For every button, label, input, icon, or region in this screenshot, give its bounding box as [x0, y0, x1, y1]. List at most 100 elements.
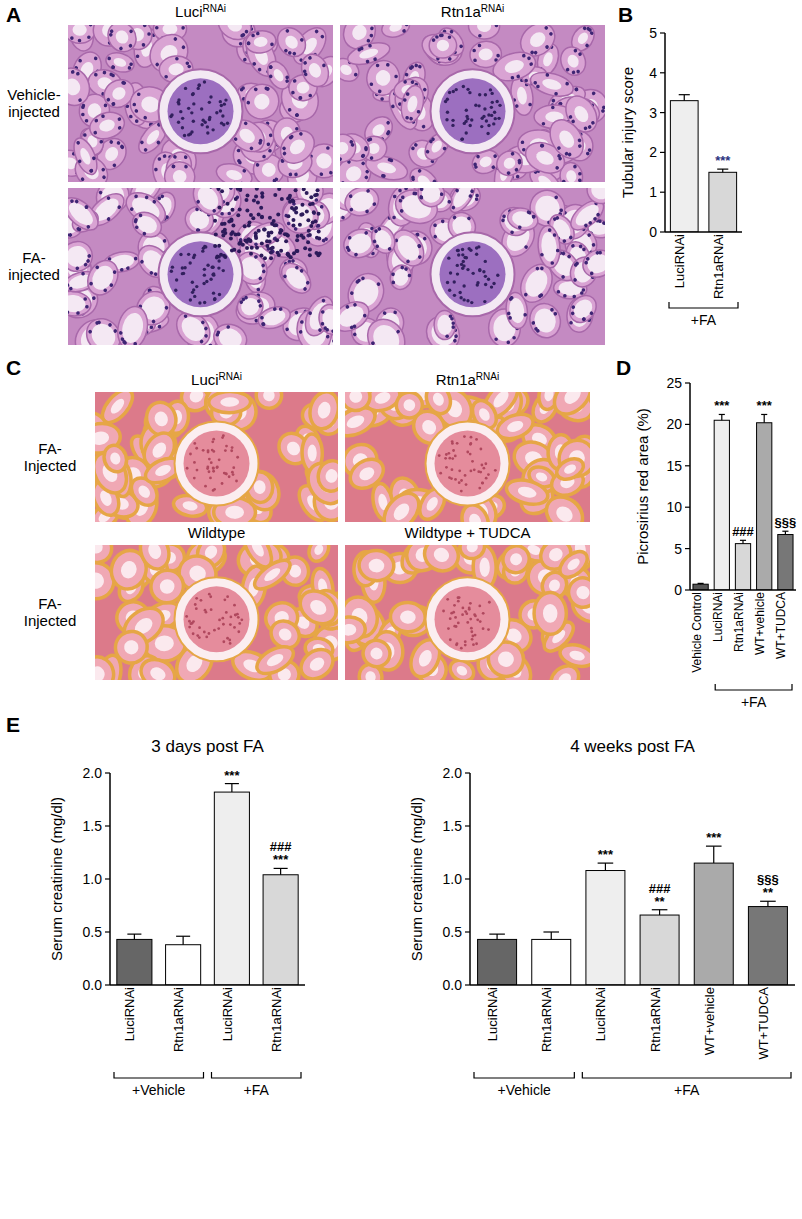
infiltrate-cell [259, 206, 263, 210]
nucleus [141, 43, 145, 47]
infiltrate-cell [288, 194, 292, 198]
nucleus [227, 212, 231, 216]
nucleus [308, 311, 313, 316]
nucleus [285, 327, 290, 332]
nucleus [252, 62, 257, 67]
nucleus [101, 167, 106, 172]
nucleus [386, 63, 390, 67]
nucleus [109, 29, 114, 34]
nucleus [156, 140, 161, 145]
tubule-lumen [406, 95, 419, 114]
nucleus [376, 282, 381, 287]
infiltrate-cell [255, 246, 259, 250]
nucleus [286, 221, 291, 226]
nucleus [452, 338, 457, 343]
tubule-lumen [541, 77, 563, 92]
infiltrate-cell [307, 229, 311, 233]
nucleus [137, 92, 141, 96]
nucleus [106, 216, 111, 221]
nucleus [208, 343, 212, 345]
infiltrate-cell [245, 246, 249, 250]
nucleus [404, 25, 408, 27]
nucleus [587, 125, 592, 130]
infiltrate-cell [226, 202, 230, 206]
micrograph-bg [68, 25, 333, 182]
infiltrate-cell [316, 188, 320, 192]
nucleus [122, 81, 127, 86]
nucleus [74, 199, 79, 204]
nucleus [577, 138, 582, 143]
infiltrate-cell [273, 193, 277, 197]
nucleus [192, 256, 195, 259]
nucleus [510, 230, 515, 235]
nucleus [211, 273, 214, 276]
label-sup: RNAi [203, 3, 226, 14]
nucleus [117, 117, 122, 122]
tubule-lumen [477, 25, 491, 32]
tubule [564, 290, 601, 328]
nucleus [369, 82, 373, 86]
nucleus [205, 280, 208, 283]
nucleus [569, 321, 573, 325]
nucleus [580, 291, 584, 295]
nucleus [203, 326, 208, 331]
infiltrate-cell [237, 232, 241, 236]
nucleus [565, 81, 569, 85]
tubule-lumen [216, 325, 244, 345]
nucleus [219, 109, 222, 112]
nucleus [162, 154, 166, 158]
tubule-wall [360, 312, 412, 345]
nucleus [562, 239, 567, 244]
tubule-wall [244, 29, 277, 55]
nucleus [413, 143, 418, 148]
nucleus [369, 33, 374, 38]
nucleus [228, 188, 233, 191]
nucleus [154, 167, 158, 171]
nucleus [191, 281, 194, 284]
nucleus [510, 151, 515, 156]
nucleus [132, 102, 136, 106]
nucleus [179, 253, 182, 256]
infiltrate-cell [256, 201, 260, 205]
nucleus [539, 266, 544, 271]
nucleus [407, 273, 411, 277]
nucleus [209, 278, 212, 281]
infiltrate-cell [289, 255, 293, 259]
nucleus [261, 322, 266, 327]
nucleus [193, 295, 196, 298]
infiltrate-cell [221, 234, 225, 238]
nucleus [107, 322, 112, 327]
tubule-lumen [144, 128, 161, 147]
nucleus [489, 88, 492, 91]
nucleus [135, 119, 139, 123]
nucleus [601, 105, 605, 110]
nucleus [187, 65, 191, 69]
nucleus [162, 239, 166, 243]
nucleus [261, 269, 266, 274]
nucleus [588, 220, 593, 225]
nucleus [517, 158, 522, 163]
nucleus [302, 69, 307, 74]
nucleus [475, 193, 480, 198]
nucleus [528, 102, 532, 106]
nucleus [83, 297, 87, 301]
nucleus [246, 100, 251, 105]
row-label: Vehicle- [7, 86, 60, 103]
infiltrate-cell [249, 213, 253, 217]
nucleus [469, 124, 472, 127]
nucleus [452, 90, 455, 93]
infiltrate-cell [306, 218, 310, 222]
nucleus [312, 211, 317, 216]
nucleus [81, 104, 85, 108]
nucleus [292, 51, 297, 56]
infiltrate-cell [300, 212, 304, 216]
nucleus [189, 132, 192, 135]
tubule [536, 225, 561, 269]
nucleus [221, 114, 224, 117]
infiltrate-cell [286, 252, 290, 256]
nucleus [164, 305, 169, 310]
tubule-lumen [478, 155, 494, 170]
nucleus [213, 297, 216, 300]
tubule [398, 83, 427, 124]
nucleus [487, 124, 490, 127]
